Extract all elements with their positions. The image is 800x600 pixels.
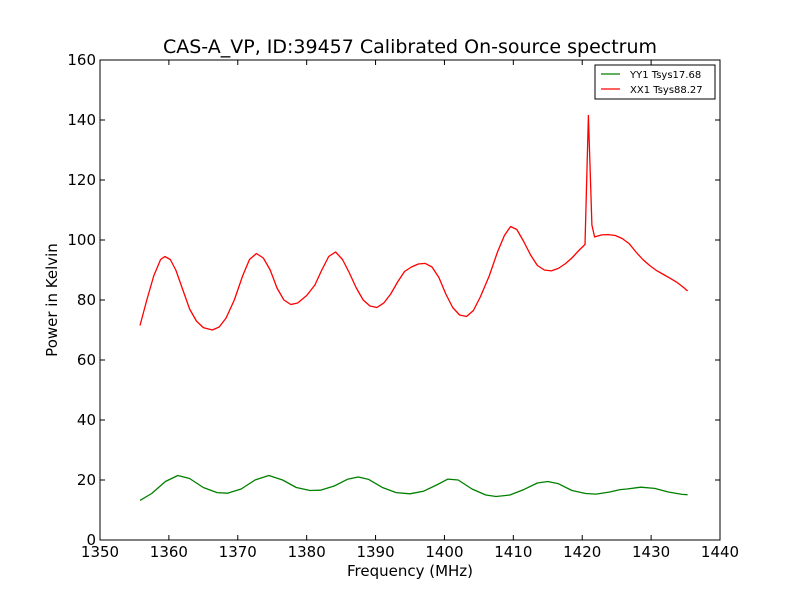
legend-box <box>594 64 716 100</box>
x-tick-label: 1350 <box>81 543 119 561</box>
x-tick-label: 1410 <box>494 543 532 561</box>
x-tick-label: 1390 <box>356 543 394 561</box>
y-tick-label: 60 <box>77 351 96 369</box>
y-axis-ticks: 0 20 40 60 80 100 120 140 160 <box>67 51 720 549</box>
x-tick-label: 1430 <box>632 543 670 561</box>
y-tick-label: 40 <box>77 411 96 429</box>
plot-frame <box>99 59 721 541</box>
series-line-xx1 <box>139 114 689 331</box>
x-tick-label: 1380 <box>288 543 326 561</box>
y-tick-label: 160 <box>67 51 96 69</box>
x-tick-label: 1440 <box>701 543 739 561</box>
y-tick-label: 0 <box>86 531 96 549</box>
x-axis-label: Frequency (MHz) <box>347 562 473 580</box>
x-tick-label: 1400 <box>425 543 463 561</box>
y-tick-label: 140 <box>67 111 96 129</box>
x-tick-label: 1360 <box>150 543 188 561</box>
series-layer <box>139 114 689 501</box>
x-axis-ticks: 1350 1360 1370 1380 1390 1400 1410 1420 1430 1440 <box>81 60 739 561</box>
y-axis-label: Power in Kelvin <box>43 243 61 357</box>
y-tick-label: 120 <box>67 171 96 189</box>
series-line-yy1 <box>139 474 688 501</box>
chart-title: CAS-A_VP, ID:39457 Calibrated On-source … <box>163 36 657 58</box>
legend: YY1 Tsys17.68 XX1 Tsys88.27 <box>594 64 716 100</box>
legend-label-yy1: YY1 Tsys17.68 <box>629 70 701 81</box>
y-tick-label: 20 <box>77 471 96 489</box>
legend-label-xx1: XX1 Tsys88.27 <box>630 85 703 96</box>
y-tick-label: 100 <box>67 231 96 249</box>
x-tick-label: 1370 <box>219 543 257 561</box>
x-tick-label: 1420 <box>563 543 601 561</box>
y-tick-label: 80 <box>77 291 96 309</box>
